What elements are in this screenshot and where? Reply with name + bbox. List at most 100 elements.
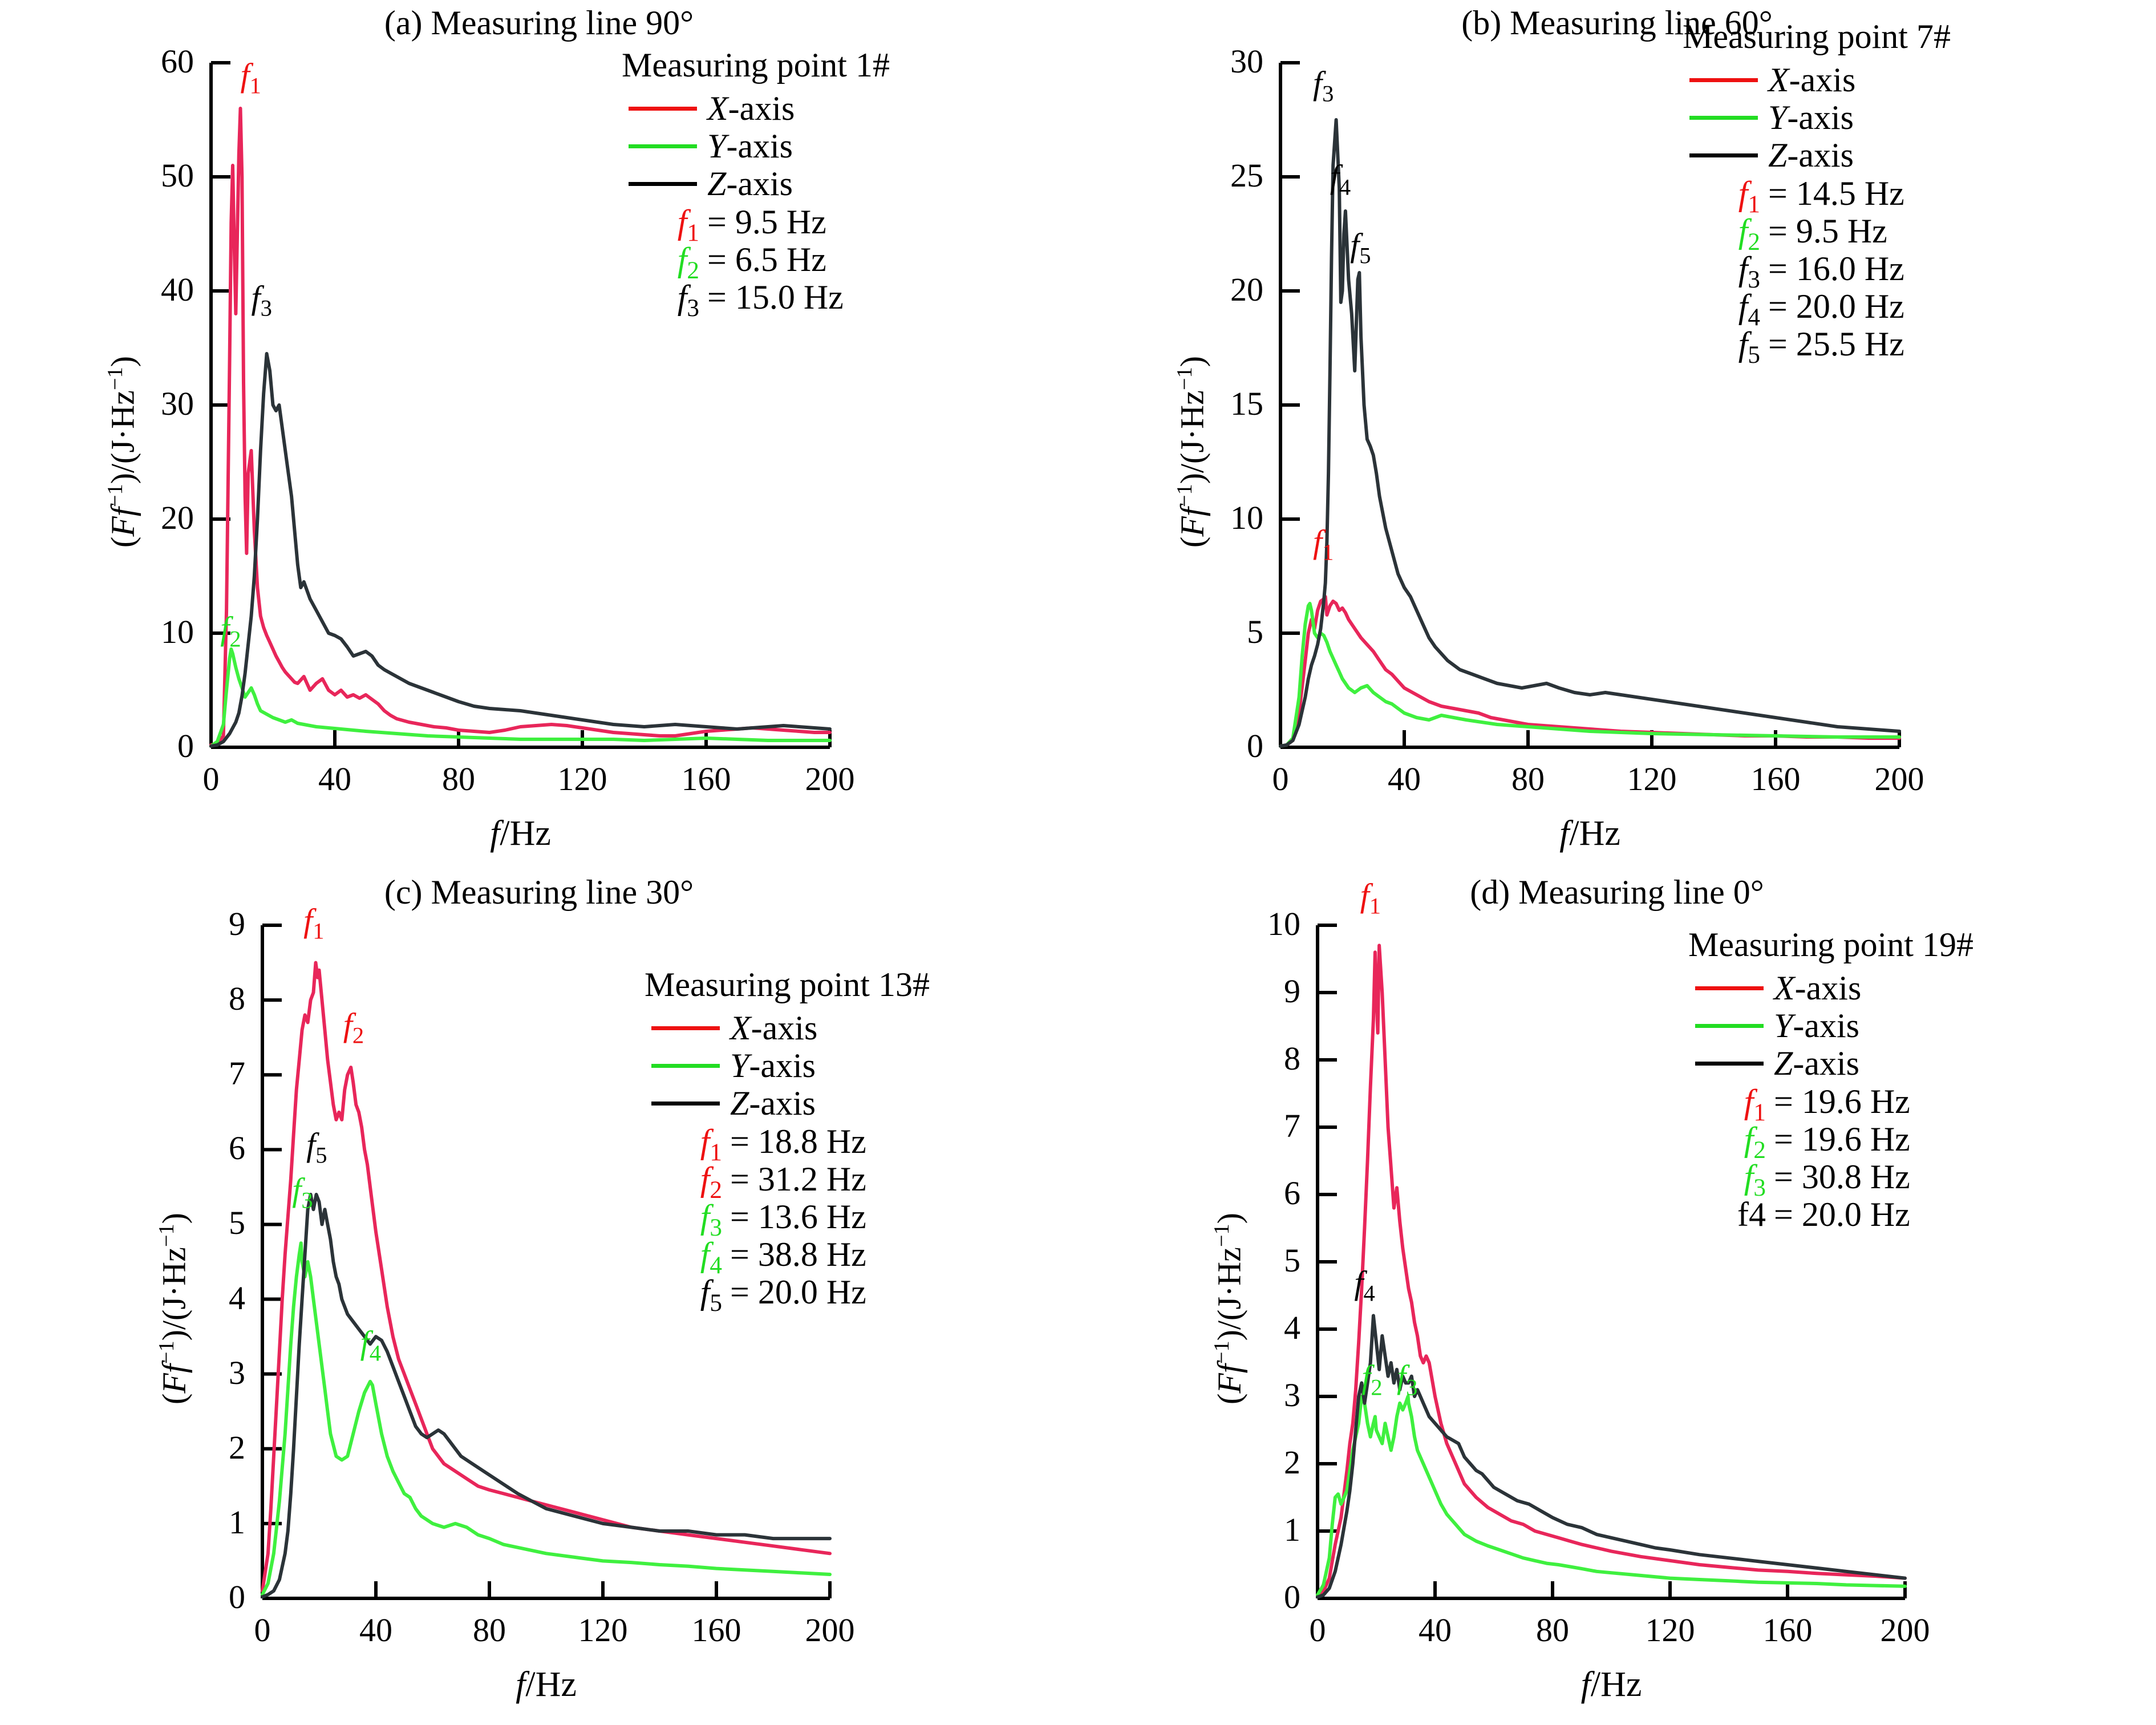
series-line-y-axis (209, 647, 832, 748)
legend-item-x-axis[interactable]: X-axis (645, 1009, 817, 1047)
x-tick-label: 160 (691, 1611, 741, 1649)
panel-title: (c) Measuring line 30° (384, 873, 694, 911)
x-axis-label: f/Hz (516, 1665, 577, 1705)
peak-label-f2: f2 (343, 1006, 364, 1049)
x-tick-label: 80 (1536, 1611, 1569, 1649)
frequency-symbol: f2 (1738, 212, 1760, 256)
legend-item-x-axis[interactable]: X-axis (1683, 61, 1855, 99)
x-tick-label: 200 (805, 1611, 855, 1649)
x-tick-label: 80 (473, 1611, 506, 1649)
x-axis-label-unit: /Hz (525, 1665, 577, 1704)
y-tick-label: 3 (1284, 1376, 1300, 1414)
legend-color-swatch (1689, 115, 1758, 120)
peak-label-symbol: f (1312, 64, 1323, 102)
legend-c: Measuring point 13# X-axis Y-axis Z-axis f1 =… (645, 965, 930, 1317)
peak-label-f4: f4 (1354, 1264, 1375, 1307)
y-tick-label: 20 (161, 499, 194, 536)
y-axis-label: (Ff−1)/(J·Hz−1) (1173, 356, 1211, 548)
legend-item-label: Z-axis (707, 164, 793, 203)
legend-frequency-2: f2 = 19.6 Hz (1688, 1120, 1910, 1164)
frequency-value: = 13.6 Hz (730, 1198, 866, 1236)
frequency-value: = 19.6 Hz (1774, 1120, 1910, 1158)
legend-item-x-axis[interactable]: X-axis (1688, 969, 1861, 1007)
peak-label-index: 5 (1359, 242, 1371, 269)
legend-item-y-axis[interactable]: Y-axis (645, 1047, 816, 1084)
x-tick-label: 160 (1750, 760, 1801, 797)
frequency-value: = 30.8 Hz (1774, 1158, 1910, 1196)
x-ticks (374, 1581, 832, 1598)
x-axis-label-unit: /Hz (1590, 1665, 1642, 1704)
legend-item-x-axis[interactable]: X-axis (622, 90, 795, 127)
peak-label-symbol: f (1330, 158, 1339, 195)
x-tick-label: 0 (1272, 760, 1289, 797)
y-tick-label: 8 (1284, 1040, 1300, 1077)
legend-item-y-axis[interactable]: Y-axis (1688, 1007, 1859, 1044)
y-tick-label: 7 (229, 1055, 245, 1092)
legend-item-y-axis[interactable]: Y-axis (1683, 99, 1854, 136)
x-axis-label: f/Hz (490, 813, 551, 854)
legend-item-z-axis[interactable]: Z-axis (1683, 136, 1854, 174)
frequency-value: = 16.0 Hz (1768, 250, 1904, 288)
panel-title: (b) Measuring line 60° (1461, 4, 1773, 42)
legend-item-z-axis[interactable]: Z-axis (1688, 1044, 1859, 1082)
y-tick-label: 60 (161, 43, 194, 80)
panel-title: (a) Measuring line 90° (384, 4, 694, 42)
peak-label-index: 3 (301, 1187, 313, 1213)
peak-label-f5: f5 (1350, 226, 1371, 269)
y-tick-label: 25 (1230, 157, 1263, 194)
y-tick-label: 1 (229, 1503, 245, 1541)
legend-b: Measuring point 7# X-axis Y-axis Z-axis f1 = … (1683, 17, 1951, 369)
y-tick-label: 5 (1247, 613, 1263, 650)
peak-label-index: 3 (1322, 80, 1334, 107)
frequency-symbol: f2 (1744, 1120, 1766, 1164)
series-line-z-axis (1316, 1314, 1907, 1599)
x-tick-label: 40 (359, 1611, 392, 1649)
legend-frequency-3: f3 = 16.0 Hz (1683, 249, 1904, 293)
x-tick-label: 0 (202, 760, 220, 797)
x-tick-label: 0 (254, 1611, 271, 1649)
legend-color-swatch (1695, 986, 1764, 990)
legend-entries: X-axis Y-axis Z-axis f1 = 19.6 Hz f2 = 19.6 Hz… (1688, 969, 1973, 1233)
peak-label-index: 2 (229, 626, 241, 652)
y-tick-label: 10 (161, 613, 194, 650)
legend-item-label: Y-axis (730, 1046, 816, 1084)
y-tick-label: 9 (1284, 973, 1300, 1010)
y-tick-label: 4 (1284, 1309, 1300, 1346)
frequency-symbol: f4 (700, 1236, 722, 1279)
legend-item-label: X-axis (730, 1009, 818, 1047)
series-line-y-axis (1316, 1395, 1907, 1597)
peak-label-symbol: f (1397, 1358, 1407, 1396)
legend-item-label: Z-axis (730, 1084, 816, 1122)
frequency-value: = 9.5 Hz (707, 203, 826, 241)
legend-color-swatch (1695, 1023, 1764, 1028)
legend-swatch-cell (1683, 78, 1768, 82)
legend-frequency-1: f1 = 18.8 Hz (645, 1122, 866, 1166)
peak-label-symbol: f (1360, 877, 1369, 914)
y-tick-label: 7 (1284, 1107, 1300, 1144)
y-tick-label: 0 (229, 1578, 245, 1615)
legend-frequency-3: f3 = 30.8 Hz (1688, 1157, 1910, 1201)
x-tick-label: 120 (557, 760, 607, 797)
y-tick-label: 2 (229, 1428, 245, 1466)
legend-frequency-4: f4 = 38.8 Hz (645, 1235, 866, 1279)
legend-item-label: X-axis (707, 89, 795, 127)
frequency-symbol: f1 (700, 1123, 722, 1166)
legend-frequency-5: f5 = 20.0 Hz (645, 1273, 866, 1317)
x-tick-label: 120 (578, 1611, 628, 1649)
legend-item-y-axis[interactable]: Y-axis (622, 127, 793, 165)
x-axis-label-symbol: f (1580, 1665, 1591, 1704)
legend-entries: X-axis Y-axis Z-axis f1 = 9.5 Hz f2 = 6.5 Hz f3… (622, 90, 890, 322)
x-tick-label: 160 (681, 760, 731, 797)
legend-item-z-axis[interactable]: Z-axis (645, 1084, 816, 1122)
frequency-symbol: f1 (1744, 1083, 1766, 1126)
plot-area-b (1279, 61, 1901, 749)
peak-label-f3: f3 (252, 278, 272, 322)
legend-swatch-cell (1688, 986, 1774, 990)
legend-title: Measuring point 19# (1688, 926, 1973, 963)
peak-label-index: 2 (1371, 1374, 1383, 1400)
x-tick-label: 40 (1388, 760, 1421, 797)
legend-item-z-axis[interactable]: Z-axis (622, 165, 793, 203)
x-tick-label: 80 (442, 760, 475, 797)
frequency-symbol: f5 (1738, 325, 1760, 369)
